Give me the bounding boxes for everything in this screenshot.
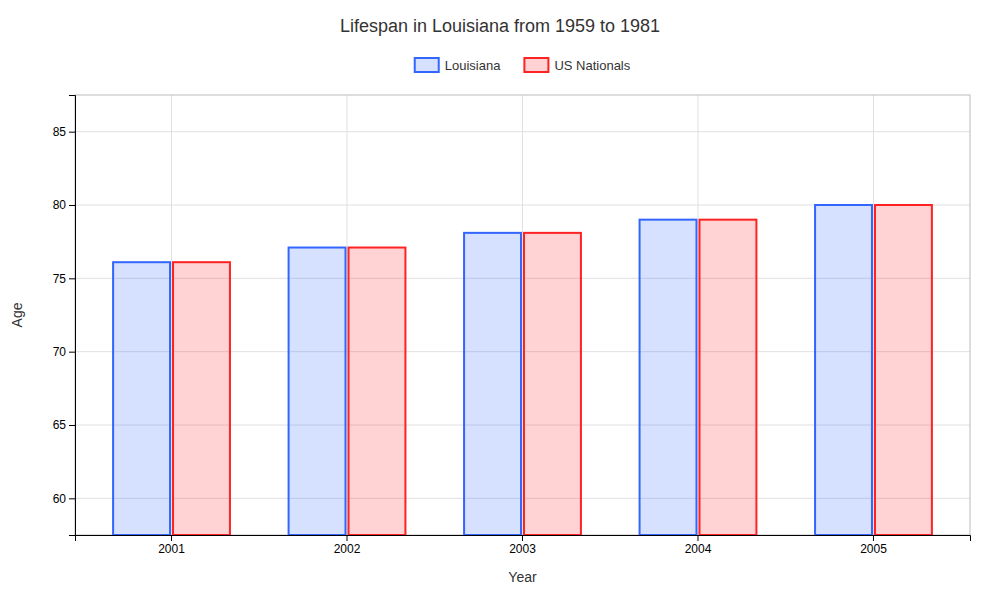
tick-label: 2001 [158, 542, 185, 556]
tick-label: 2002 [334, 542, 361, 556]
y-axis: 60 65 70 75 80 85 [53, 96, 76, 536]
y-axis-title: Age [9, 302, 25, 327]
tick-label: 85 [53, 125, 67, 139]
legend-label: Louisiana [445, 58, 501, 73]
legend-item: Louisiana [415, 58, 501, 73]
tick-mark [697, 535, 698, 541]
tick-mark [69, 352, 75, 353]
legend-swatch [415, 58, 439, 72]
bar [113, 262, 170, 535]
bar [699, 220, 756, 535]
tick: 2004 [685, 535, 712, 556]
bar [289, 248, 346, 535]
bar [464, 233, 521, 535]
tick-label: 60 [53, 492, 67, 506]
tick-mark [522, 535, 523, 541]
tick: 2005 [860, 535, 887, 556]
tick: 70 [53, 345, 75, 359]
tick: 80 [53, 198, 75, 212]
axis-domain [69, 96, 76, 536]
bar [524, 233, 581, 535]
tick-mark [69, 132, 75, 133]
legend: Louisiana US Nationals [415, 58, 631, 73]
bar [349, 248, 406, 535]
bar [815, 205, 872, 535]
tick: 2001 [158, 535, 185, 556]
tick-label: 65 [53, 418, 67, 432]
tick-mark [69, 425, 75, 426]
chart-title: Lifespan in Louisiana from 1959 to 1981 [340, 16, 660, 36]
tick-label: 2005 [860, 542, 887, 556]
tick: 60 [53, 492, 75, 506]
bar [640, 220, 697, 535]
tick-label: 75 [53, 272, 67, 286]
grid-line-x [697, 95, 698, 535]
bars [113, 205, 932, 535]
legend-label: US Nationals [554, 58, 630, 73]
tick-mark [69, 278, 75, 279]
bar [173, 262, 230, 535]
tick: 65 [53, 418, 75, 432]
tick-label: 2003 [509, 542, 536, 556]
tick-mark [873, 535, 874, 541]
grid-line-x [347, 95, 348, 535]
tick: 85 [53, 125, 75, 139]
legend-item: US Nationals [524, 58, 630, 73]
tick-label: 2004 [685, 542, 712, 556]
grid-line-x [171, 95, 172, 535]
tick: 75 [53, 272, 75, 286]
tick: 2003 [509, 535, 536, 556]
tick: 2002 [334, 535, 361, 556]
tick-label: 80 [53, 198, 67, 212]
bar [875, 205, 932, 535]
chart-svg: 2001 2002 2003 2004 2005 60 65 70 75 80 85 Year Age L… [0, 0, 1000, 600]
x-axis: 2001 2002 2003 2004 2005 [76, 535, 971, 556]
tick-mark [171, 535, 172, 541]
tick-mark [347, 535, 348, 541]
tick-mark [69, 498, 75, 499]
bar-series [173, 205, 932, 535]
tick-mark [69, 205, 75, 206]
grid-line-x [873, 95, 874, 535]
grid [75, 95, 970, 535]
tick-label: 70 [53, 345, 67, 359]
axis-domain [76, 536, 971, 542]
legend-swatch [524, 58, 548, 72]
plot-area: 2001 2002 2003 2004 2005 60 65 70 75 80 85 [53, 95, 971, 556]
plot-frame [75, 95, 970, 535]
bar-series [113, 205, 872, 535]
grid-line-x [522, 95, 523, 535]
x-axis-title: Year [508, 569, 537, 585]
